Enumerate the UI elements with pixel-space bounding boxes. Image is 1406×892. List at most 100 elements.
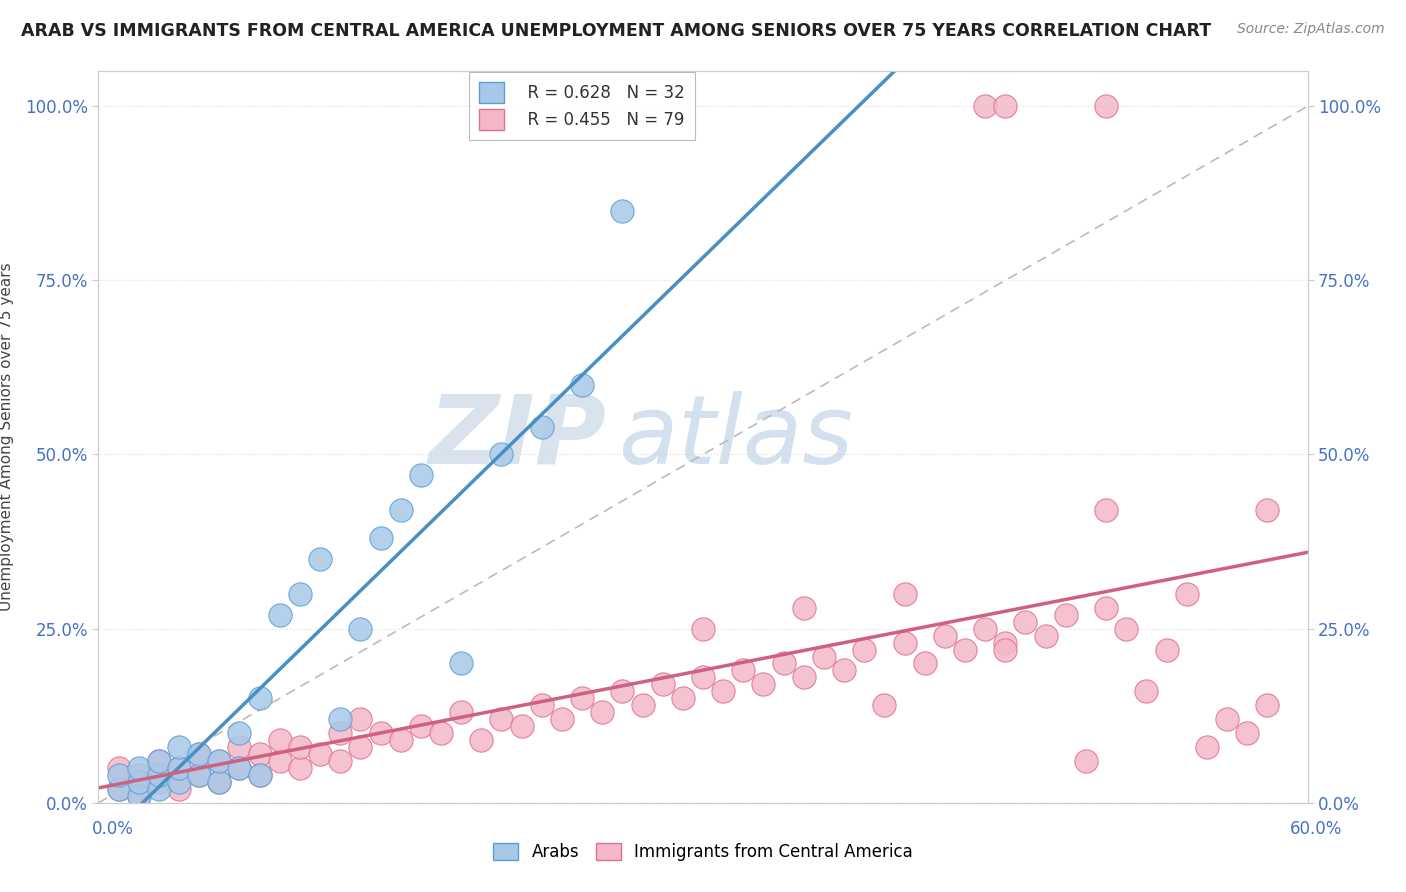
- Point: [128, 789, 150, 803]
- Point: [228, 726, 250, 740]
- Point: [491, 448, 513, 462]
- Point: [1135, 684, 1157, 698]
- Point: [551, 712, 574, 726]
- Point: [188, 768, 211, 782]
- Point: [167, 740, 190, 755]
- Point: [1095, 600, 1118, 615]
- Text: Source: ZipAtlas.com: Source: ZipAtlas.com: [1237, 22, 1385, 37]
- Point: [370, 531, 392, 545]
- Point: [672, 691, 695, 706]
- Y-axis label: Unemployment Among Seniors over 75 years: Unemployment Among Seniors over 75 years: [0, 263, 14, 611]
- Point: [128, 789, 150, 803]
- Point: [994, 99, 1017, 113]
- Point: [1054, 607, 1077, 622]
- Point: [1216, 712, 1239, 726]
- Point: [491, 712, 513, 726]
- Point: [167, 781, 190, 796]
- Point: [711, 684, 734, 698]
- Point: [389, 733, 412, 747]
- Point: [692, 622, 714, 636]
- Point: [128, 775, 150, 789]
- Point: [208, 775, 231, 789]
- Point: [1156, 642, 1178, 657]
- Point: [470, 733, 492, 747]
- Point: [249, 768, 271, 782]
- Point: [1236, 726, 1258, 740]
- Point: [934, 629, 956, 643]
- Point: [853, 642, 876, 657]
- Point: [309, 552, 332, 566]
- Point: [208, 754, 231, 768]
- Point: [1195, 740, 1218, 755]
- Text: 0.0%: 0.0%: [91, 820, 134, 838]
- Point: [148, 754, 170, 768]
- Point: [188, 747, 211, 761]
- Point: [994, 635, 1017, 649]
- Point: [571, 377, 593, 392]
- Text: ARAB VS IMMIGRANTS FROM CENTRAL AMERICA UNEMPLOYMENT AMONG SENIORS OVER 75 YEARS: ARAB VS IMMIGRANTS FROM CENTRAL AMERICA …: [21, 22, 1211, 40]
- Point: [349, 712, 371, 726]
- Point: [107, 781, 129, 796]
- Point: [249, 768, 271, 782]
- Point: [288, 761, 311, 775]
- Point: [631, 698, 654, 713]
- Text: atlas: atlas: [619, 391, 853, 483]
- Point: [167, 761, 190, 775]
- Point: [612, 684, 634, 698]
- Point: [692, 670, 714, 684]
- Point: [1074, 754, 1097, 768]
- Point: [288, 587, 311, 601]
- Point: [269, 733, 291, 747]
- Point: [974, 622, 997, 636]
- Point: [1256, 503, 1278, 517]
- Point: [107, 768, 129, 782]
- Point: [430, 726, 453, 740]
- Point: [893, 635, 915, 649]
- Point: [389, 503, 412, 517]
- Point: [128, 761, 150, 775]
- Text: 60.0%: 60.0%: [1291, 820, 1343, 838]
- Point: [1035, 629, 1057, 643]
- Point: [612, 203, 634, 218]
- Point: [793, 600, 815, 615]
- Point: [269, 754, 291, 768]
- Point: [228, 761, 250, 775]
- Point: [1014, 615, 1036, 629]
- Point: [329, 754, 352, 768]
- Legend: Arabs, Immigrants from Central America: Arabs, Immigrants from Central America: [486, 836, 920, 868]
- Point: [873, 698, 896, 713]
- Point: [148, 781, 170, 796]
- Point: [1256, 698, 1278, 713]
- Point: [974, 99, 997, 113]
- Point: [188, 747, 211, 761]
- Point: [510, 719, 533, 733]
- Point: [167, 761, 190, 775]
- Point: [349, 740, 371, 755]
- Point: [228, 761, 250, 775]
- Point: [832, 664, 855, 678]
- Point: [752, 677, 775, 691]
- Point: [148, 754, 170, 768]
- Point: [329, 712, 352, 726]
- Point: [651, 677, 673, 691]
- Point: [188, 768, 211, 782]
- Point: [893, 587, 915, 601]
- Point: [994, 642, 1017, 657]
- Point: [107, 781, 129, 796]
- Point: [409, 468, 432, 483]
- Point: [208, 775, 231, 789]
- Point: [409, 719, 432, 733]
- Point: [1095, 99, 1118, 113]
- Point: [249, 691, 271, 706]
- Point: [107, 761, 129, 775]
- Point: [249, 747, 271, 761]
- Point: [450, 657, 472, 671]
- Point: [772, 657, 794, 671]
- Point: [530, 419, 553, 434]
- Point: [591, 705, 613, 719]
- Point: [167, 775, 190, 789]
- Point: [269, 607, 291, 622]
- Point: [914, 657, 936, 671]
- Point: [309, 747, 332, 761]
- Point: [1095, 503, 1118, 517]
